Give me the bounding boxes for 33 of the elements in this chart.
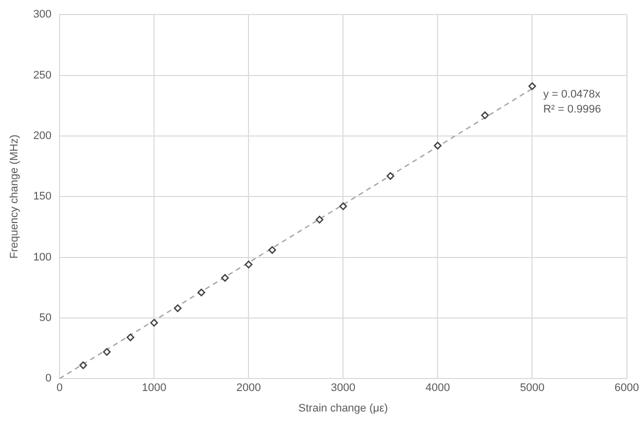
x-tick-label: 4000 bbox=[425, 382, 450, 394]
point bbox=[79, 361, 88, 370]
y-tick-label: 300 bbox=[33, 8, 52, 21]
point bbox=[528, 82, 536, 90]
x-tick-label: 6000 bbox=[614, 382, 640, 394]
y-tick-label: 0 bbox=[45, 372, 52, 385]
x-tick-label: 2000 bbox=[236, 382, 261, 394]
x-tick-label: 3000 bbox=[330, 382, 356, 394]
point bbox=[174, 304, 182, 312]
point bbox=[126, 333, 134, 342]
y-tick-label: 150 bbox=[33, 190, 52, 203]
x-tick-label: 5000 bbox=[520, 382, 544, 394]
point bbox=[102, 348, 111, 356]
y-tick-label: 200 bbox=[33, 130, 52, 142]
y-axis-title: Frequency change (MHz) bbox=[8, 134, 21, 259]
point bbox=[150, 318, 158, 327]
point bbox=[268, 246, 276, 254]
y-tick-label: 250 bbox=[33, 69, 52, 82]
point bbox=[386, 172, 394, 180]
annotation: R² = 0.9996 bbox=[543, 104, 602, 116]
point bbox=[244, 260, 252, 268]
point bbox=[339, 202, 348, 210]
point bbox=[434, 142, 442, 150]
annotation: y = 0.0478x bbox=[543, 88, 601, 101]
point bbox=[316, 216, 324, 224]
point bbox=[481, 111, 489, 120]
y-tick-label: 50 bbox=[39, 312, 52, 324]
point bbox=[198, 288, 206, 296]
point bbox=[221, 274, 229, 282]
x-axis-title: Strain change (με) bbox=[298, 402, 388, 414]
x-tick-label: 0 bbox=[56, 382, 63, 394]
y-tick-label: 100 bbox=[33, 251, 52, 264]
x-tick-label: 1000 bbox=[142, 382, 166, 394]
